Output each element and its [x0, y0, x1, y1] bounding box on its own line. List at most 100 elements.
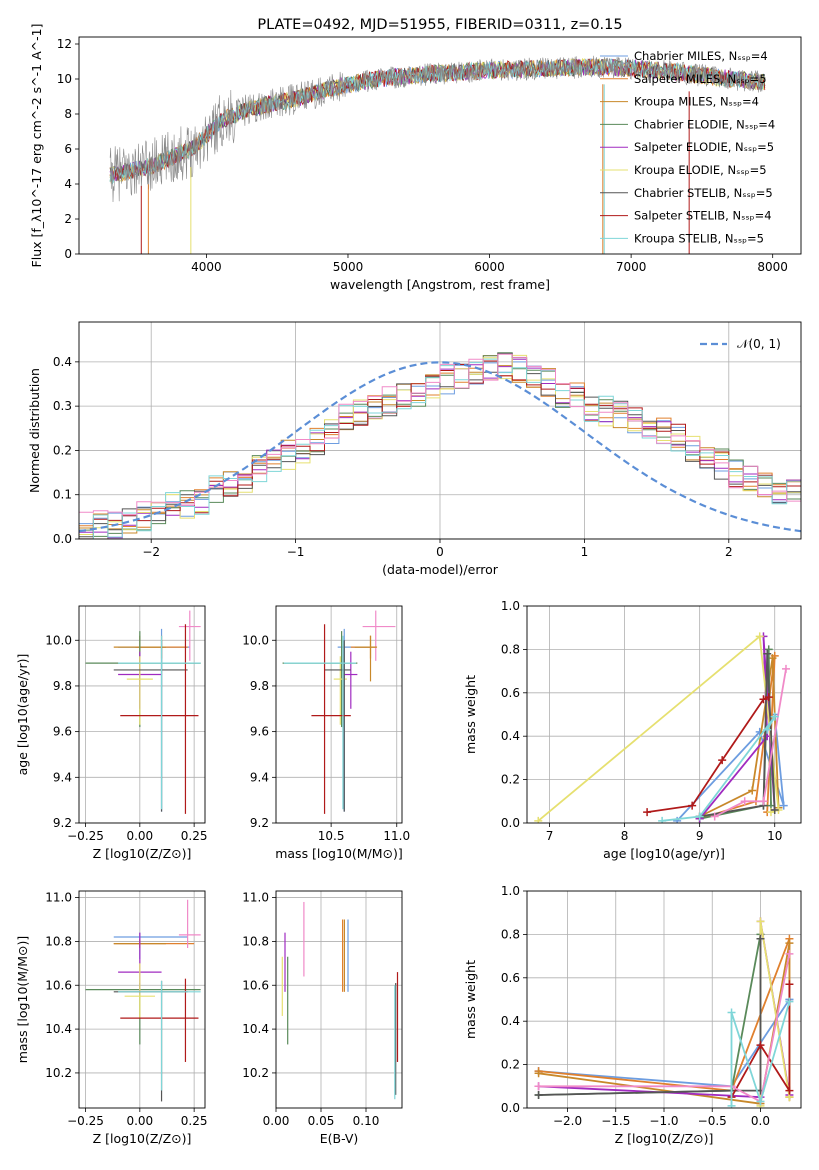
- legend-entry: 𝒩(0, 1): [737, 337, 781, 351]
- mass-weight-marker: [785, 1086, 794, 1095]
- observed-spectrum-line: [109, 55, 766, 203]
- x-axis-label: Z [log10(Z/Z⊙)]: [93, 1131, 192, 1146]
- panel-mass-weight-vs-age: 7 8 9 10 0.0 0.2 0.4 0.6 0.8 1.0 age [log10(age/yr…: [463, 599, 802, 861]
- mass-weight-marker: [534, 1090, 543, 1099]
- y-tick-label: 1.0: [501, 884, 520, 898]
- x-tick-label: 0.00: [263, 1114, 290, 1128]
- x-tick-label: 7000: [616, 260, 647, 274]
- mass-weight-marker: [756, 917, 765, 926]
- y-tick-label: 0.0: [501, 1101, 520, 1115]
- x-tick-label: 0.25: [181, 829, 208, 843]
- y-tick-label: 10.6: [242, 978, 269, 992]
- legend-entry: Kroupa STELIB, Nₛₛₚ=5: [634, 231, 764, 245]
- x-tick-label: 0.05: [308, 1114, 335, 1128]
- x-axis-label: (data-model)/error: [382, 562, 499, 577]
- y-tick-label: 0.6: [501, 686, 520, 700]
- mass-weight-marker: [785, 997, 794, 1006]
- y-tick-label: 0.4: [501, 1014, 520, 1028]
- mass-weight-marker: [748, 786, 757, 795]
- y-tick-label: 9.4: [250, 770, 269, 784]
- plot-area-spectrum: [109, 55, 766, 254]
- y-axis-label: age [log10(age/yr)]: [15, 654, 30, 776]
- errorbar-point: [178, 610, 201, 661]
- x-axis-label: Z [log10(Z/Z⊙)]: [615, 1131, 714, 1146]
- x-axis-label: Z [log10(Z/Z⊙)]: [93, 846, 192, 861]
- y-tick-label: 10: [57, 72, 72, 86]
- errorbar-point: [362, 610, 396, 661]
- y-tick-label: 10.6: [45, 978, 72, 992]
- panel-age-vs-mass: 10.5 11.0 9.2 9.4 9.6 9.8 10.0 mass [log10(M/M⊙…: [242, 605, 410, 861]
- x-tick-label: −2: [142, 545, 160, 559]
- panel-age-vs-Z: −0.25 0.00 0.25 9.2 9.4 9.6 9.8 10.0 Z [log10(Z/…: [15, 605, 208, 861]
- y-tick-label: 0.8: [501, 927, 520, 941]
- legend-entry: Salpeter STELIB, Nₛₛₚ=4: [634, 209, 772, 223]
- mass-weight-line: [730, 984, 791, 1098]
- y-tick-label: 9.4: [53, 770, 72, 784]
- x-axis-label: mass [log10(M/M⊙)]: [275, 846, 403, 861]
- errorbar-point: [178, 899, 201, 948]
- mass-weight-marker: [695, 812, 704, 821]
- y-tick-label: 12: [57, 37, 72, 51]
- axes-frame: [275, 605, 403, 824]
- y-tick-label: 0.6: [501, 971, 520, 985]
- y-tick-label: 0.3: [53, 399, 72, 413]
- errorbar-point: [311, 624, 351, 814]
- mass-weight-marker: [764, 645, 773, 654]
- x-tick-label: 8000: [757, 260, 788, 274]
- mass-weight-marker: [688, 801, 697, 810]
- x-tick-label: 11.0: [383, 829, 410, 843]
- x-tick-label: 10.5: [318, 829, 345, 843]
- axes-frame: [78, 890, 206, 1109]
- x-tick-label: 0.0: [751, 1114, 770, 1128]
- mass-weight-marker: [770, 712, 779, 721]
- y-tick-label: 0.2: [501, 1058, 520, 1072]
- y-tick-label: 10.4: [45, 1022, 72, 1036]
- legend-entry: Chabrier STELIB, Nₛₛₚ=5: [634, 186, 773, 200]
- y-tick-label: 0.2: [501, 773, 520, 787]
- x-tick-label: −0.25: [67, 829, 104, 843]
- y-tick-label: 0.2: [53, 443, 72, 457]
- mass-weight-line: [714, 668, 787, 818]
- x-tick-label: −0.25: [67, 1114, 104, 1128]
- errorbar-point: [126, 656, 153, 725]
- y-tick-label: 10.8: [242, 934, 269, 948]
- x-tick-label: 6000: [474, 260, 505, 274]
- x-tick-label: 7: [546, 829, 554, 843]
- errorbar-point: [113, 932, 188, 959]
- mass-weight-marker: [779, 801, 788, 810]
- y-tick-label: 9.8: [250, 679, 269, 693]
- plot-area-mass-vs-EBV: [276, 891, 402, 1108]
- x-tick-label: −1.0: [649, 1114, 678, 1128]
- errorbar-point: [344, 651, 358, 709]
- y-tick-label: 9.8: [53, 679, 72, 693]
- y-tick-label: 11.0: [242, 891, 269, 905]
- y-tick-label: 10.0: [242, 633, 269, 647]
- errorbar-point: [120, 978, 199, 1062]
- y-axis-label: mass weight: [463, 960, 478, 1039]
- mass-weight-marker: [785, 980, 794, 989]
- mass-weight-marker: [785, 939, 794, 948]
- y-tick-label: 0.4: [501, 729, 520, 743]
- plot-area-mass-weight-vs-age: [527, 606, 801, 823]
- x-tick-label: 1: [581, 545, 589, 559]
- mass-weight-marker: [727, 1008, 736, 1017]
- y-tick-label: 10.2: [45, 1066, 72, 1080]
- mass-weight-marker: [673, 816, 682, 823]
- legend-entry: Salpeter ELODIE, Nₛₛₚ=5: [634, 140, 774, 154]
- errorbar-point: [113, 980, 188, 1102]
- x-tick-label: 4000: [191, 260, 222, 274]
- plot-area-age-vs-mass: [276, 606, 402, 823]
- plot-area-age-vs-Z: [79, 606, 205, 823]
- y-tick-label: 0.0: [501, 816, 520, 830]
- mass-weight-marker: [740, 797, 749, 806]
- x-axis-label: age [log10(age/yr)]: [603, 846, 725, 861]
- y-tick-label: 0: [64, 247, 72, 261]
- y-tick-label: 9.6: [53, 725, 72, 739]
- panel-residuals: −2 −1 0 1 2 0.0 0.1 0.2 0.3 0.4 (data-model)/error…: [27, 321, 802, 577]
- errorbar-point: [354, 635, 378, 682]
- x-tick-label: 9: [696, 829, 704, 843]
- y-axis-label: mass [log10(M/M⊙)]: [15, 936, 30, 1064]
- plot-area-residuals: [79, 322, 801, 539]
- legend-entry: Salpeter MILES, Nₛₛₚ=5: [634, 72, 767, 86]
- mass-weight-marker: [756, 934, 765, 943]
